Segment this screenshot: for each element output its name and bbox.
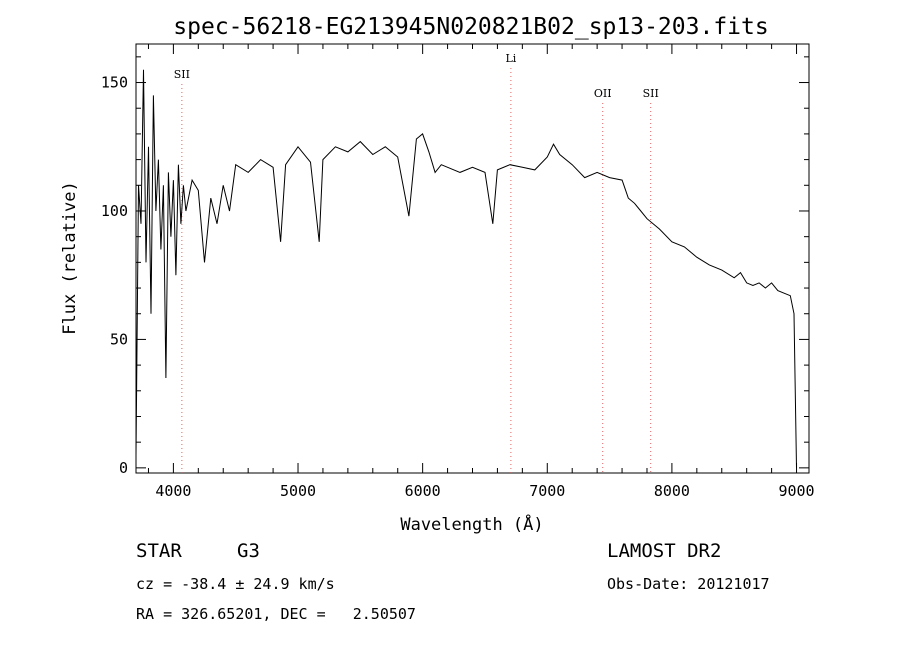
spectral-line-label: OII bbox=[594, 87, 612, 100]
x-tick-label: 8000 bbox=[654, 482, 690, 500]
y-tick-label: 50 bbox=[110, 330, 128, 348]
spectral-line-markers: SII Li OII SII bbox=[174, 52, 659, 473]
spectrum-line bbox=[135, 69, 797, 468]
spectral-line-label: Li bbox=[505, 52, 516, 65]
x-tick-label: 9000 bbox=[778, 482, 814, 500]
object-subclass: G3 bbox=[237, 540, 260, 562]
y-axis-label: Flux (relative) bbox=[60, 181, 80, 335]
chart-title: spec-56218-EG213945N020821B02_sp13-203.f… bbox=[173, 14, 768, 40]
x-axis-label: Wavelength (Å) bbox=[400, 513, 543, 535]
x-tick-label: 5000 bbox=[280, 482, 316, 500]
x-tick-label: 7000 bbox=[529, 482, 565, 500]
y-tick-label: 100 bbox=[101, 202, 128, 220]
axes: 4000 5000 6000 7000 8000 9000 0 50 100 150 bbox=[101, 44, 815, 500]
survey-name: LAMOST DR2 bbox=[607, 540, 722, 562]
x-tick-label: 4000 bbox=[155, 482, 191, 500]
redshift-velocity: cz = -38.4 ± 24.9 km/s bbox=[136, 575, 335, 593]
spectral-line-label: SII bbox=[643, 87, 659, 100]
observation-date: Obs-Date: 20121017 bbox=[607, 575, 770, 593]
y-tick-label: 0 bbox=[119, 459, 128, 477]
plot-frame bbox=[135, 43, 810, 474]
spectral-line-label: SII bbox=[174, 68, 190, 81]
coordinates: RA = 326.65201, DEC = 2.50507 bbox=[136, 605, 416, 623]
x-tick-label: 6000 bbox=[405, 482, 441, 500]
object-type: STAR bbox=[136, 540, 182, 562]
y-tick-label: 150 bbox=[101, 74, 128, 92]
